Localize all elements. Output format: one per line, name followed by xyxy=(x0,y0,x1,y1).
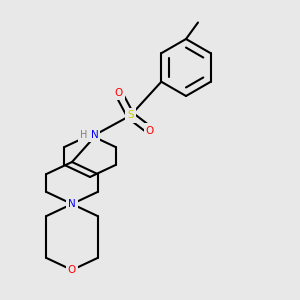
Text: H: H xyxy=(80,130,87,140)
Text: O: O xyxy=(146,125,154,136)
Text: O: O xyxy=(114,88,123,98)
Text: N: N xyxy=(91,130,98,140)
Text: O: O xyxy=(68,265,76,275)
Text: S: S xyxy=(127,110,134,121)
Text: N: N xyxy=(68,199,76,209)
